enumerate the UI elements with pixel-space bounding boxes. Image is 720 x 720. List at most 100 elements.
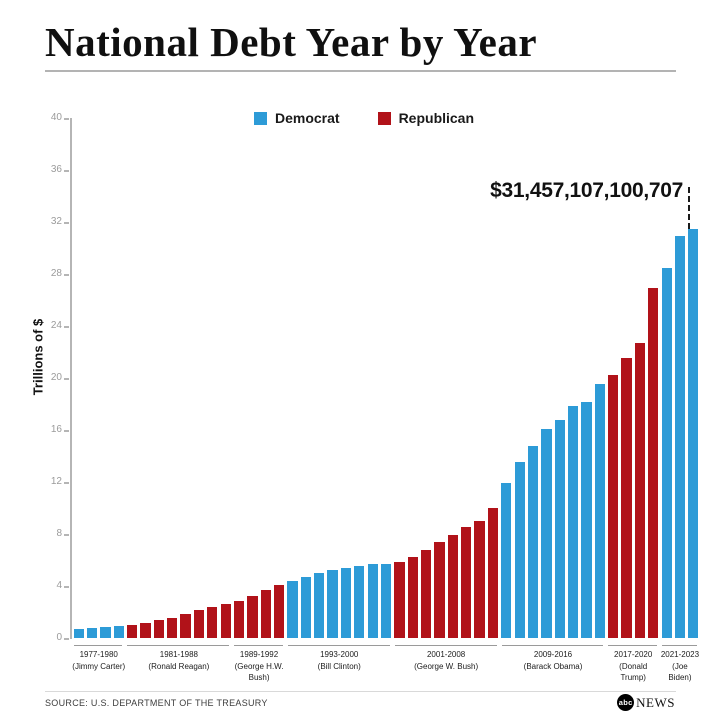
source-credit: SOURCE: U.S. DEPARTMENT OF THE TREASURY (45, 698, 268, 708)
bar-2011 (527, 445, 539, 638)
news-wordmark: NEWS (636, 694, 675, 710)
bar-2019 (634, 342, 646, 638)
bar-1993 (287, 580, 298, 638)
group-axis-line (287, 645, 390, 646)
bar-2023 (688, 229, 699, 638)
bar-2014 (567, 406, 579, 638)
group-president: (Jimmy Carter) (72, 661, 126, 671)
bar-1980 (113, 626, 124, 638)
y-tick-mark-24 (64, 326, 69, 328)
bar-1999 (367, 564, 378, 638)
republican-swatch-icon (377, 111, 391, 125)
bar-2006 (461, 527, 472, 638)
group-president: (Barack Obama) (523, 661, 583, 671)
bar-2002 (407, 557, 418, 638)
y-tick-mark-20 (64, 378, 69, 380)
y-tick-mark-32 (64, 222, 69, 224)
bar-1985 (180, 614, 191, 638)
x-group-label: 1993-2000 (Bill Clinton) (318, 649, 361, 672)
group-president: (Donald Trump) (619, 661, 648, 683)
bar-2004 (434, 542, 445, 638)
bar-2005 (447, 534, 458, 638)
bar-2022 (674, 235, 686, 638)
y-tick-label-32: 32 (50, 216, 62, 227)
bar-1982 (140, 623, 151, 638)
x-group-label: 1977-1980 (Jimmy Carter) (72, 649, 125, 672)
y-tick-label-0: 0 (56, 632, 62, 643)
group-president: (George H.W. Bush) (234, 661, 284, 683)
bar-2015 (581, 402, 592, 638)
bar-2010 (514, 461, 525, 638)
group-years: 1981-1988 (159, 650, 199, 659)
y-tick-mark-40 (64, 118, 69, 120)
legend-label-democrat: Democrat (274, 110, 340, 126)
bar-1983 (153, 620, 165, 638)
bar-2016 (594, 383, 605, 638)
y-tick-mark-4 (64, 586, 69, 588)
plot-area: 0 4 8 12 16 20 24 28 32 36 40 1977-1980 (Jimmy Carte… (51, 112, 700, 682)
bar-1995 (314, 573, 325, 638)
group-years: 2001-2008 (426, 650, 466, 659)
x-group-label: 2001-2008 (George W. Bush) (414, 649, 478, 672)
group-years: 1977-1980 (79, 650, 118, 659)
bar-1979 (100, 627, 111, 638)
bar-1996 (327, 570, 338, 638)
x-group-label: 1981-1988 (Ronald Reagan) (148, 649, 209, 672)
bar-1997 (340, 567, 352, 638)
y-tick-label-8: 8 (56, 528, 62, 539)
bar-2020 (648, 287, 659, 638)
x-group-label: 2021-2023 (Joe Biden) (661, 649, 699, 684)
group-president: (Ronald Reagan) (148, 661, 210, 671)
group-president: (Bill Clinton) (317, 661, 361, 671)
y-tick-label-4: 4 (56, 580, 62, 591)
group-axis-line (127, 645, 230, 646)
legend: Democrat Republican (50, 110, 678, 126)
group-axis-line (394, 645, 497, 646)
group-president: (George W. Bush) (414, 661, 479, 671)
group-years: 1993-2000 (320, 650, 359, 659)
bar-2003 (421, 549, 432, 638)
y-tick-label-28: 28 (50, 268, 62, 279)
bar-1987 (207, 607, 218, 638)
y-tick-mark-36 (64, 170, 69, 172)
group-president: (Joe Biden) (668, 661, 692, 683)
bar-2017 (608, 374, 619, 638)
y-tick-label-36: 36 (50, 164, 62, 175)
group-axis-line (74, 645, 123, 646)
legend-item-democrat: Democrat (253, 110, 340, 126)
group-axis-line (234, 645, 283, 646)
democrat-swatch-icon (253, 111, 267, 125)
group-years: 1989-1992 (239, 650, 279, 659)
bar-1988 (220, 604, 231, 638)
y-axis-line (70, 118, 72, 639)
bar-2000 (380, 564, 392, 638)
group-years: 2021-2023 (660, 650, 700, 659)
y-tick-mark-16 (64, 430, 69, 432)
bar-1986 (193, 610, 205, 638)
bar-2021 (661, 268, 672, 638)
y-tick-label-20: 20 (50, 372, 62, 383)
bar-1991 (260, 590, 271, 638)
group-axis-line (608, 645, 657, 646)
bar-1992 (274, 585, 285, 638)
y-tick-label-40: 40 (50, 112, 62, 123)
bar-1978 (86, 628, 98, 638)
abc-logo-icon: abc (617, 694, 635, 711)
abc-news-logo: abc NEWS (617, 694, 675, 711)
bar-1984 (167, 617, 178, 638)
footer-divider (45, 691, 676, 692)
bar-1981 (127, 625, 138, 638)
bar-2009 (501, 483, 512, 638)
page-title: National Debt Year by Year (45, 19, 538, 65)
bar-1990 (247, 596, 258, 638)
debt-total-annotation: $31,457,107,100,707 (490, 179, 683, 202)
bar-2018 (621, 358, 632, 638)
bar-1994 (300, 577, 311, 638)
bar-2012 (541, 429, 552, 638)
bar-2008 (487, 507, 499, 638)
legend-item-republican: Republican (377, 110, 474, 126)
y-tick-label-12: 12 (50, 476, 62, 487)
bar-1977 (73, 628, 84, 638)
y-tick-mark-28 (64, 274, 69, 276)
